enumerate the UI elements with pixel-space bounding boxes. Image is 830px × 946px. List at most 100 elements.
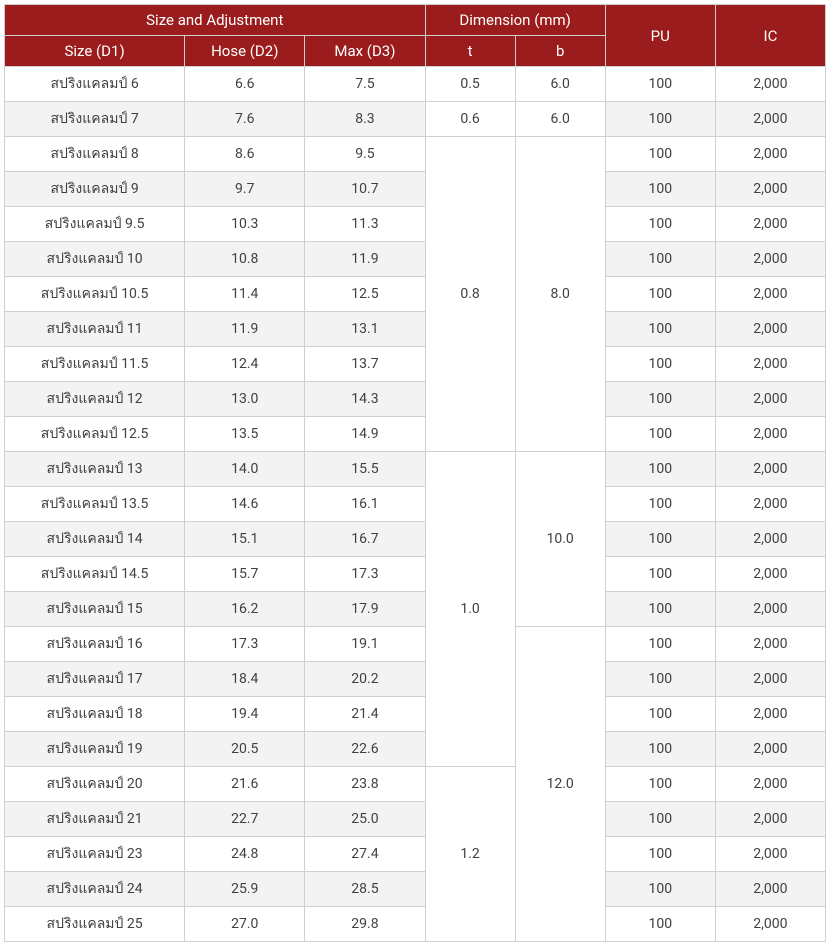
header-group-dimension: Dimension (mm) [425,5,605,36]
cell-ic: 2,000 [715,697,825,732]
cell-pu: 100 [605,592,715,627]
cell-ic: 2,000 [715,732,825,767]
table-row: สปริงแคลมป์ 2122.725.01002,000 [5,802,826,837]
cell-ic: 2,000 [715,172,825,207]
table-row: สปริงแคลมป์ 9.510.311.31002,000 [5,207,826,242]
cell-ic: 2,000 [715,662,825,697]
cell-ic: 2,000 [715,522,825,557]
cell-max: 23.8 [305,767,425,802]
cell-hose: 15.7 [185,557,305,592]
cell-size: สปริงแคลมป์ 10 [5,242,185,277]
table-row: สปริงแคลมป์ 13.514.616.11002,000 [5,487,826,522]
table-row: สปริงแคลมป์ 1718.420.21002,000 [5,662,826,697]
cell-max: 14.3 [305,382,425,417]
cell-max: 16.1 [305,487,425,522]
cell-max: 13.1 [305,312,425,347]
table-body: สปริงแคลมป์ 66.67.50.56.01002,000สปริงแค… [5,67,826,942]
cell-size: สปริงแคลมป์ 14.5 [5,557,185,592]
cell-pu: 100 [605,627,715,662]
table-row: สปริงแคลมป์ 1314.015.51.010.01002,000 [5,452,826,487]
spec-table: Size and Adjustment Dimension (mm) PU IC… [4,4,826,942]
cell-ic: 2,000 [715,487,825,522]
table-row: สปริงแคลมป์ 77.68.30.66.01002,000 [5,102,826,137]
cell-hose: 21.6 [185,767,305,802]
header-group-size-adjustment: Size and Adjustment [5,5,426,36]
cell-size: สปริงแคลมป์ 15 [5,592,185,627]
header-b: b [515,36,605,67]
table-row: สปริงแคลมป์ 10.511.412.51002,000 [5,277,826,312]
cell-hose: 27.0 [185,907,305,942]
cell-hose: 18.4 [185,662,305,697]
cell-hose: 13.5 [185,417,305,452]
cell-max: 11.3 [305,207,425,242]
cell-pu: 100 [605,172,715,207]
cell-pu: 100 [605,732,715,767]
cell-max: 12.5 [305,277,425,312]
cell-ic: 2,000 [715,67,825,102]
cell-max: 15.5 [305,452,425,487]
cell-pu: 100 [605,872,715,907]
table-row: สปริงแคลมป์ 1415.116.71002,000 [5,522,826,557]
cell-hose: 20.5 [185,732,305,767]
cell-b: 10.0 [515,452,605,627]
cell-b: 8.0 [515,137,605,452]
cell-max: 7.5 [305,67,425,102]
cell-size: สปริงแคลมป์ 24 [5,872,185,907]
cell-size: สปริงแคลมป์ 12 [5,382,185,417]
cell-max: 8.3 [305,102,425,137]
cell-hose: 16.2 [185,592,305,627]
cell-hose: 8.6 [185,137,305,172]
cell-pu: 100 [605,767,715,802]
cell-hose: 6.6 [185,67,305,102]
table-row: สปริงแคลมป์ 1010.811.91002,000 [5,242,826,277]
cell-pu: 100 [605,207,715,242]
table-row: สปริงแคลมป์ 1920.522.61002,000 [5,732,826,767]
cell-pu: 100 [605,102,715,137]
cell-max: 16.7 [305,522,425,557]
cell-ic: 2,000 [715,627,825,662]
table-row: สปริงแคลมป์ 99.710.71002,000 [5,172,826,207]
cell-t: 0.5 [425,67,515,102]
cell-pu: 100 [605,662,715,697]
cell-pu: 100 [605,697,715,732]
cell-hose: 7.6 [185,102,305,137]
cell-pu: 100 [605,347,715,382]
cell-ic: 2,000 [715,417,825,452]
table-row: สปริงแคลมป์ 2324.827.41002,000 [5,837,826,872]
cell-hose: 14.6 [185,487,305,522]
cell-pu: 100 [605,417,715,452]
cell-max: 25.0 [305,802,425,837]
cell-size: สปริงแคลมป์ 11 [5,312,185,347]
cell-pu: 100 [605,277,715,312]
cell-ic: 2,000 [715,907,825,942]
cell-max: 21.4 [305,697,425,732]
table-row: สปริงแคลมป์ 1213.014.31002,000 [5,382,826,417]
cell-t: 0.8 [425,137,515,452]
cell-pu: 100 [605,382,715,417]
cell-size: สปริงแคลมป์ 25 [5,907,185,942]
cell-b: 6.0 [515,102,605,137]
cell-pu: 100 [605,312,715,347]
cell-max: 19.1 [305,627,425,662]
cell-size: สปริงแคลมป์ 6 [5,67,185,102]
cell-size: สปริงแคลมป์ 8 [5,137,185,172]
header-t: t [425,36,515,67]
cell-max: 10.7 [305,172,425,207]
header-size-d1: Size (D1) [5,36,185,67]
cell-hose: 9.7 [185,172,305,207]
table-row: สปริงแคลมป์ 66.67.50.56.01002,000 [5,67,826,102]
cell-pu: 100 [605,242,715,277]
cell-hose: 25.9 [185,872,305,907]
cell-size: สปริงแคลมป์ 12.5 [5,417,185,452]
table-row: สปริงแคลมป์ 1516.217.91002,000 [5,592,826,627]
cell-hose: 10.3 [185,207,305,242]
cell-pu: 100 [605,557,715,592]
cell-max: 11.9 [305,242,425,277]
cell-size: สปริงแคลมป์ 19 [5,732,185,767]
cell-hose: 11.4 [185,277,305,312]
cell-size: สปริงแคลมป์ 21 [5,802,185,837]
cell-hose: 24.8 [185,837,305,872]
cell-size: สปริงแคลมป์ 13.5 [5,487,185,522]
cell-size: สปริงแคลมป์ 18 [5,697,185,732]
cell-max: 17.3 [305,557,425,592]
